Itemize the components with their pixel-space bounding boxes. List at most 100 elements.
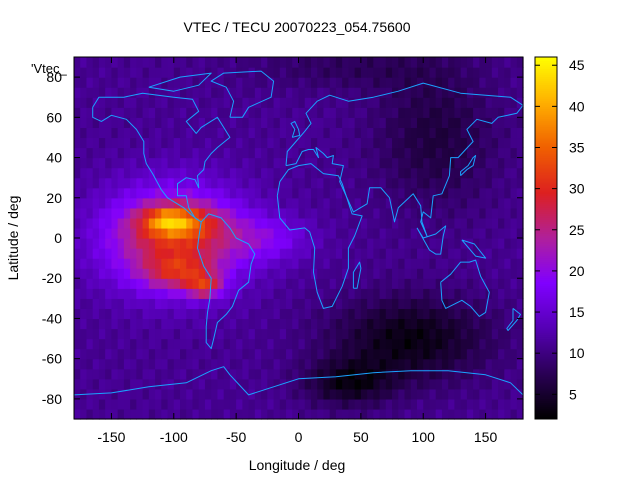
heatmap-cell	[491, 177, 499, 189]
heatmap-cell	[342, 368, 349, 380]
heatmap-cell	[360, 167, 368, 179]
heatmap-cell	[142, 298, 150, 309]
heatmap-cell	[273, 288, 281, 299]
heatmap-cell	[385, 77, 393, 88]
heatmap-cell	[304, 77, 312, 88]
heatmap-cell	[360, 147, 368, 159]
heatmap-cell	[479, 107, 487, 118]
heatmap-cell	[254, 408, 262, 420]
heatmap-cell	[304, 398, 312, 410]
heatmap-cell	[161, 378, 169, 390]
heatmap-cell	[248, 398, 256, 410]
heatmap-cell	[454, 197, 462, 209]
colorbar-segment	[535, 151, 557, 154]
colorbar-segment	[535, 274, 557, 277]
heatmap-cell	[504, 338, 512, 350]
heatmap-cell	[204, 328, 212, 340]
heatmap-cell	[441, 298, 449, 309]
heatmap-cell	[242, 207, 250, 219]
heatmap-cell	[510, 177, 518, 189]
heatmap-cell	[198, 338, 206, 350]
heatmap-cell	[491, 227, 499, 239]
heatmap-cell	[211, 87, 219, 98]
heatmap-cell	[86, 147, 94, 159]
heatmap-cell	[423, 137, 431, 149]
heatmap-cell	[248, 207, 256, 219]
heatmap-cell	[267, 368, 275, 380]
heatmap-cell	[310, 127, 318, 139]
heatmap-cell	[317, 398, 325, 410]
heatmap-cell	[348, 248, 356, 259]
heatmap-cell	[373, 298, 381, 309]
heatmap-cell	[479, 217, 487, 229]
heatmap-cell	[242, 398, 250, 410]
heatmap-cell	[211, 318, 219, 330]
colorbar-segment	[535, 412, 557, 416]
heatmap-cell	[217, 258, 225, 269]
heatmap-cell	[410, 358, 418, 370]
heatmap-cell	[142, 258, 150, 269]
heatmap-cell	[466, 177, 474, 189]
heatmap-cell	[236, 107, 243, 118]
heatmap-cell	[180, 207, 187, 219]
heatmap-cell	[473, 288, 480, 299]
heatmap-cell	[473, 217, 480, 229]
heatmap-cell	[498, 408, 505, 420]
heatmap-cell	[161, 97, 169, 108]
heatmap-cell	[92, 268, 100, 279]
heatmap-cell	[229, 318, 237, 330]
heatmap-cell	[142, 368, 150, 380]
heatmap-cell	[498, 358, 505, 370]
colorbar-segment	[535, 91, 557, 94]
heatmap-cell	[105, 187, 113, 199]
heatmap-cell	[504, 77, 512, 88]
heatmap-cell	[454, 248, 462, 259]
heatmap-cell	[105, 338, 113, 350]
heatmap-cell	[192, 408, 200, 420]
heatmap-cell	[448, 338, 456, 350]
heatmap-cell	[498, 177, 505, 189]
heatmap-cell	[236, 338, 243, 350]
heatmap-cell	[373, 147, 381, 159]
heatmap-cell	[80, 348, 88, 360]
heatmap-cell	[360, 217, 368, 229]
heatmap-cell	[292, 338, 300, 350]
heatmap-cell	[292, 167, 300, 179]
heatmap-cell	[485, 217, 493, 229]
heatmap-cell	[80, 137, 88, 149]
colorbar-tick-label: 5	[569, 386, 577, 402]
heatmap-cell	[286, 358, 293, 370]
heatmap-cell	[117, 187, 125, 199]
heatmap-cell	[498, 217, 505, 229]
heatmap-cell	[460, 388, 468, 400]
heatmap-cell	[473, 278, 480, 289]
heatmap-cell	[292, 197, 300, 209]
heatmap-cell	[74, 258, 81, 269]
heatmap-cell	[304, 348, 312, 360]
heatmap-cell	[248, 97, 256, 108]
heatmap-cell	[273, 117, 281, 128]
coastline-arctic-islands	[148, 72, 212, 92]
heatmap-cell	[74, 298, 81, 309]
heatmap-cell	[360, 388, 368, 400]
heatmap-cell	[217, 358, 225, 370]
heatmap-cell	[136, 308, 144, 320]
heatmap-cell	[173, 107, 181, 118]
colorbar-segment	[535, 81, 557, 84]
heatmap-cell	[105, 348, 113, 360]
heatmap-cell	[441, 97, 449, 108]
heatmap-cell	[479, 288, 487, 299]
heatmap-cell	[479, 318, 487, 330]
heatmap-cell	[292, 348, 300, 360]
heatmap-cell	[416, 207, 424, 219]
heatmap-cell	[186, 348, 194, 360]
colorbar-segment	[535, 225, 557, 229]
heatmap-cell	[254, 57, 262, 68]
heatmap-cell	[167, 97, 175, 108]
heatmap-cell	[498, 187, 505, 199]
heatmap-cell	[98, 398, 106, 410]
heatmap-cell	[111, 238, 119, 249]
heatmap-cell	[398, 57, 406, 68]
colorbar-segment	[535, 338, 557, 341]
heatmap-cell	[441, 398, 449, 410]
